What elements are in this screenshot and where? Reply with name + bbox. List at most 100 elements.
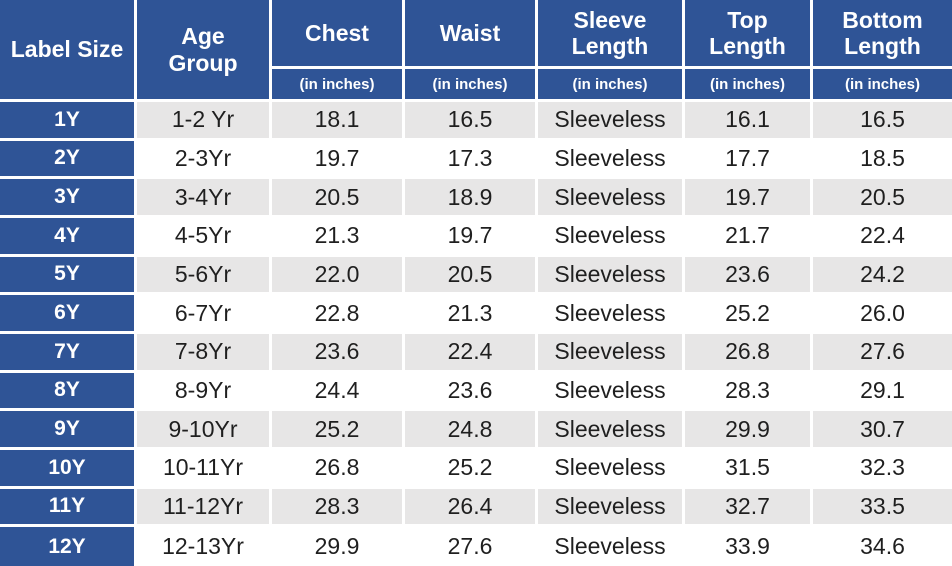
cell-top-length: 21.7	[685, 217, 813, 257]
cell-sleeve-length: Sleeveless	[538, 140, 685, 180]
cell-label-size: 8Y	[0, 372, 137, 412]
cell-top-length: 17.7	[685, 140, 813, 180]
cell-sleeve-length: Sleeveless	[538, 488, 685, 528]
table-row: 2Y 2-3Yr 19.7 17.3 Sleeveless 17.7 18.5	[0, 140, 952, 180]
table-row: 7Y 7-8Yr 23.6 22.4 Sleeveless 26.8 27.6	[0, 333, 952, 373]
cell-waist: 18.9	[405, 179, 538, 218]
cell-age-group: 4-5Yr	[137, 217, 272, 257]
cell-chest: 21.3	[272, 217, 405, 257]
cell-sleeve-length: Sleeveless	[538, 333, 685, 373]
column-header-label-size-text: Label Size	[10, 36, 124, 63]
cell-chest: 22.8	[272, 295, 405, 334]
cell-waist: 23.6	[405, 372, 538, 412]
subheader-waist-units: (in inches)	[405, 69, 538, 102]
cell-age-group: 10-11Yr	[137, 449, 272, 489]
cell-waist: 25.2	[405, 449, 538, 489]
cell-waist: 17.3	[405, 140, 538, 180]
cell-label-size: 11Y	[0, 488, 137, 528]
table-row: 12Y 12-13Yr 29.9 27.6 Sleeveless 33.9 34.6	[0, 527, 952, 566]
cell-sleeve-length: Sleeveless	[538, 411, 685, 450]
cell-label-size: 2Y	[0, 140, 137, 180]
cell-age-group: 5-6Yr	[137, 256, 272, 296]
cell-top-length: 26.8	[685, 333, 813, 373]
cell-top-length: 29.9	[685, 411, 813, 450]
subheader-sleeve-length-units: (in inches)	[538, 69, 685, 102]
cell-waist: 27.6	[405, 527, 538, 566]
cell-sleeve-length: Sleeveless	[538, 179, 685, 218]
cell-chest: 26.8	[272, 449, 405, 489]
cell-sleeve-length: Sleeveless	[538, 256, 685, 296]
column-header-age-group-text: Age Group	[168, 23, 238, 76]
cell-top-length: 33.9	[685, 527, 813, 566]
cell-chest: 19.7	[272, 140, 405, 180]
table-row: 3Y 3-4Yr 20.5 18.9 Sleeveless 19.7 20.5	[0, 179, 952, 218]
cell-bottom-length: 22.4	[813, 217, 952, 257]
table-header: Label Size Age Group Chest Waist Sleeve …	[0, 0, 952, 102]
cell-chest: 24.4	[272, 372, 405, 412]
table-row: 9Y 9-10Yr 25.2 24.8 Sleeveless 29.9 30.7	[0, 411, 952, 450]
column-header-sleeve-length: Sleeve Length	[538, 0, 685, 69]
cell-bottom-length: 20.5	[813, 179, 952, 218]
cell-waist: 22.4	[405, 333, 538, 373]
cell-sleeve-length: Sleeveless	[538, 449, 685, 489]
cell-top-length: 31.5	[685, 449, 813, 489]
cell-bottom-length: 30.7	[813, 411, 952, 450]
cell-waist: 19.7	[405, 217, 538, 257]
cell-sleeve-length: Sleeveless	[538, 102, 685, 141]
table-row: 5Y 5-6Yr 22.0 20.5 Sleeveless 23.6 24.2	[0, 256, 952, 296]
cell-waist: 26.4	[405, 488, 538, 528]
cell-age-group: 8-9Yr	[137, 372, 272, 412]
table-row: 10Y 10-11Yr 26.8 25.2 Sleeveless 31.5 32.3	[0, 449, 952, 489]
column-header-chest-text: Chest	[305, 19, 369, 46]
column-header-top-length-text: Top Length	[709, 6, 786, 59]
subheader-chest-units: (in inches)	[272, 69, 405, 102]
cell-top-length: 32.7	[685, 488, 813, 528]
column-header-chest: Chest	[272, 0, 405, 69]
column-header-label-size: Label Size	[0, 0, 137, 102]
cell-chest: 23.6	[272, 333, 405, 373]
column-header-sleeve-length-text: Sleeve Length	[571, 6, 649, 59]
cell-sleeve-length: Sleeveless	[538, 217, 685, 257]
cell-age-group: 6-7Yr	[137, 295, 272, 334]
cell-bottom-length: 24.2	[813, 256, 952, 296]
cell-bottom-length: 33.5	[813, 488, 952, 528]
cell-bottom-length: 18.5	[813, 140, 952, 180]
cell-label-size: 10Y	[0, 449, 137, 489]
cell-bottom-length: 29.1	[813, 372, 952, 412]
cell-label-size: 3Y	[0, 179, 137, 218]
cell-label-size: 12Y	[0, 527, 137, 566]
cell-sleeve-length: Sleeveless	[538, 295, 685, 334]
column-header-age-group: Age Group	[137, 0, 272, 102]
cell-waist: 21.3	[405, 295, 538, 334]
cell-waist: 24.8	[405, 411, 538, 450]
cell-label-size: 7Y	[0, 333, 137, 373]
cell-chest: 29.9	[272, 527, 405, 566]
cell-chest: 25.2	[272, 411, 405, 450]
table-row: 1Y 1-2 Yr 18.1 16.5 Sleeveless 16.1 16.5	[0, 102, 952, 141]
cell-top-length: 16.1	[685, 102, 813, 141]
cell-waist: 16.5	[405, 102, 538, 141]
column-header-waist-text: Waist	[439, 19, 501, 46]
cell-top-length: 28.3	[685, 372, 813, 412]
cell-age-group: 3-4Yr	[137, 179, 272, 218]
cell-top-length: 19.7	[685, 179, 813, 218]
cell-chest: 20.5	[272, 179, 405, 218]
cell-label-size: 4Y	[0, 217, 137, 257]
cell-top-length: 25.2	[685, 295, 813, 334]
cell-age-group: 1-2 Yr	[137, 102, 272, 141]
cell-chest: 22.0	[272, 256, 405, 296]
cell-bottom-length: 27.6	[813, 333, 952, 373]
column-header-bottom-length: Bottom Length	[813, 0, 952, 69]
table-row: 6Y 6-7Yr 22.8 21.3 Sleeveless 25.2 26.0	[0, 295, 952, 334]
cell-label-size: 1Y	[0, 102, 137, 141]
cell-waist: 20.5	[405, 256, 538, 296]
cell-age-group: 12-13Yr	[137, 527, 272, 566]
table-body: 1Y 1-2 Yr 18.1 16.5 Sleeveless 16.1 16.5 2Y 2-3Y…	[0, 102, 952, 566]
cell-bottom-length: 34.6	[813, 527, 952, 566]
cell-label-size: 5Y	[0, 256, 137, 296]
table-row: 11Y 11-12Yr 28.3 26.4 Sleeveless 32.7 33.5	[0, 488, 952, 528]
column-header-bottom-length-text: Bottom Length	[842, 6, 923, 59]
column-header-waist: Waist	[405, 0, 538, 69]
